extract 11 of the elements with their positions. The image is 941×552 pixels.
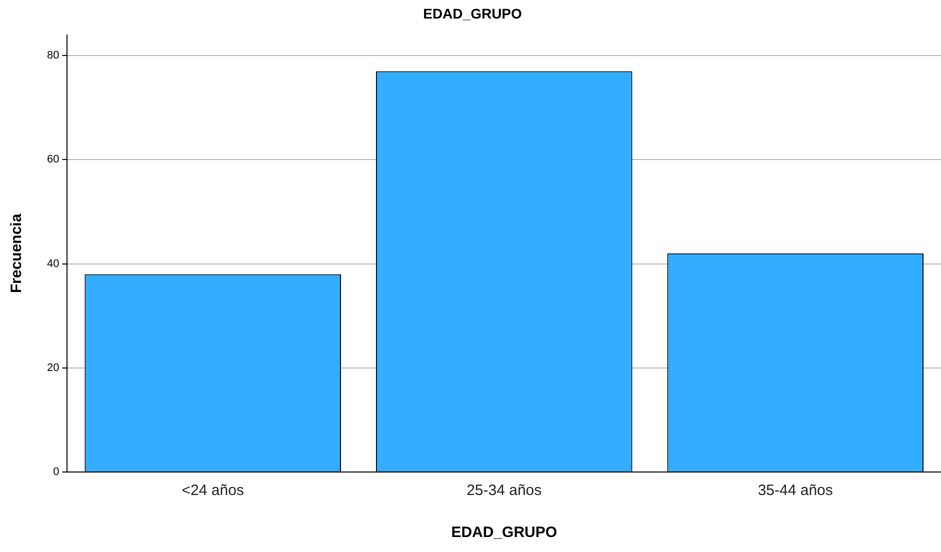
x-axis-title: EDAD_GRUPO [451,524,558,542]
x-tick-label: 25-34 años [466,482,542,500]
y-tick-label: 60 [46,154,60,166]
y-tick-label: 0 [53,466,60,478]
x-tick-label: <24 años [182,482,244,500]
y-axis-title: Frecuencia [8,213,26,294]
x-tick-label: 35-44 años [758,482,833,500]
y-tick-label: 20 [46,362,60,374]
y-tick-label: 80 [46,50,60,62]
chart-title: EDAD_GRUPO [423,5,522,22]
y-tick-label: 40 [46,258,60,270]
